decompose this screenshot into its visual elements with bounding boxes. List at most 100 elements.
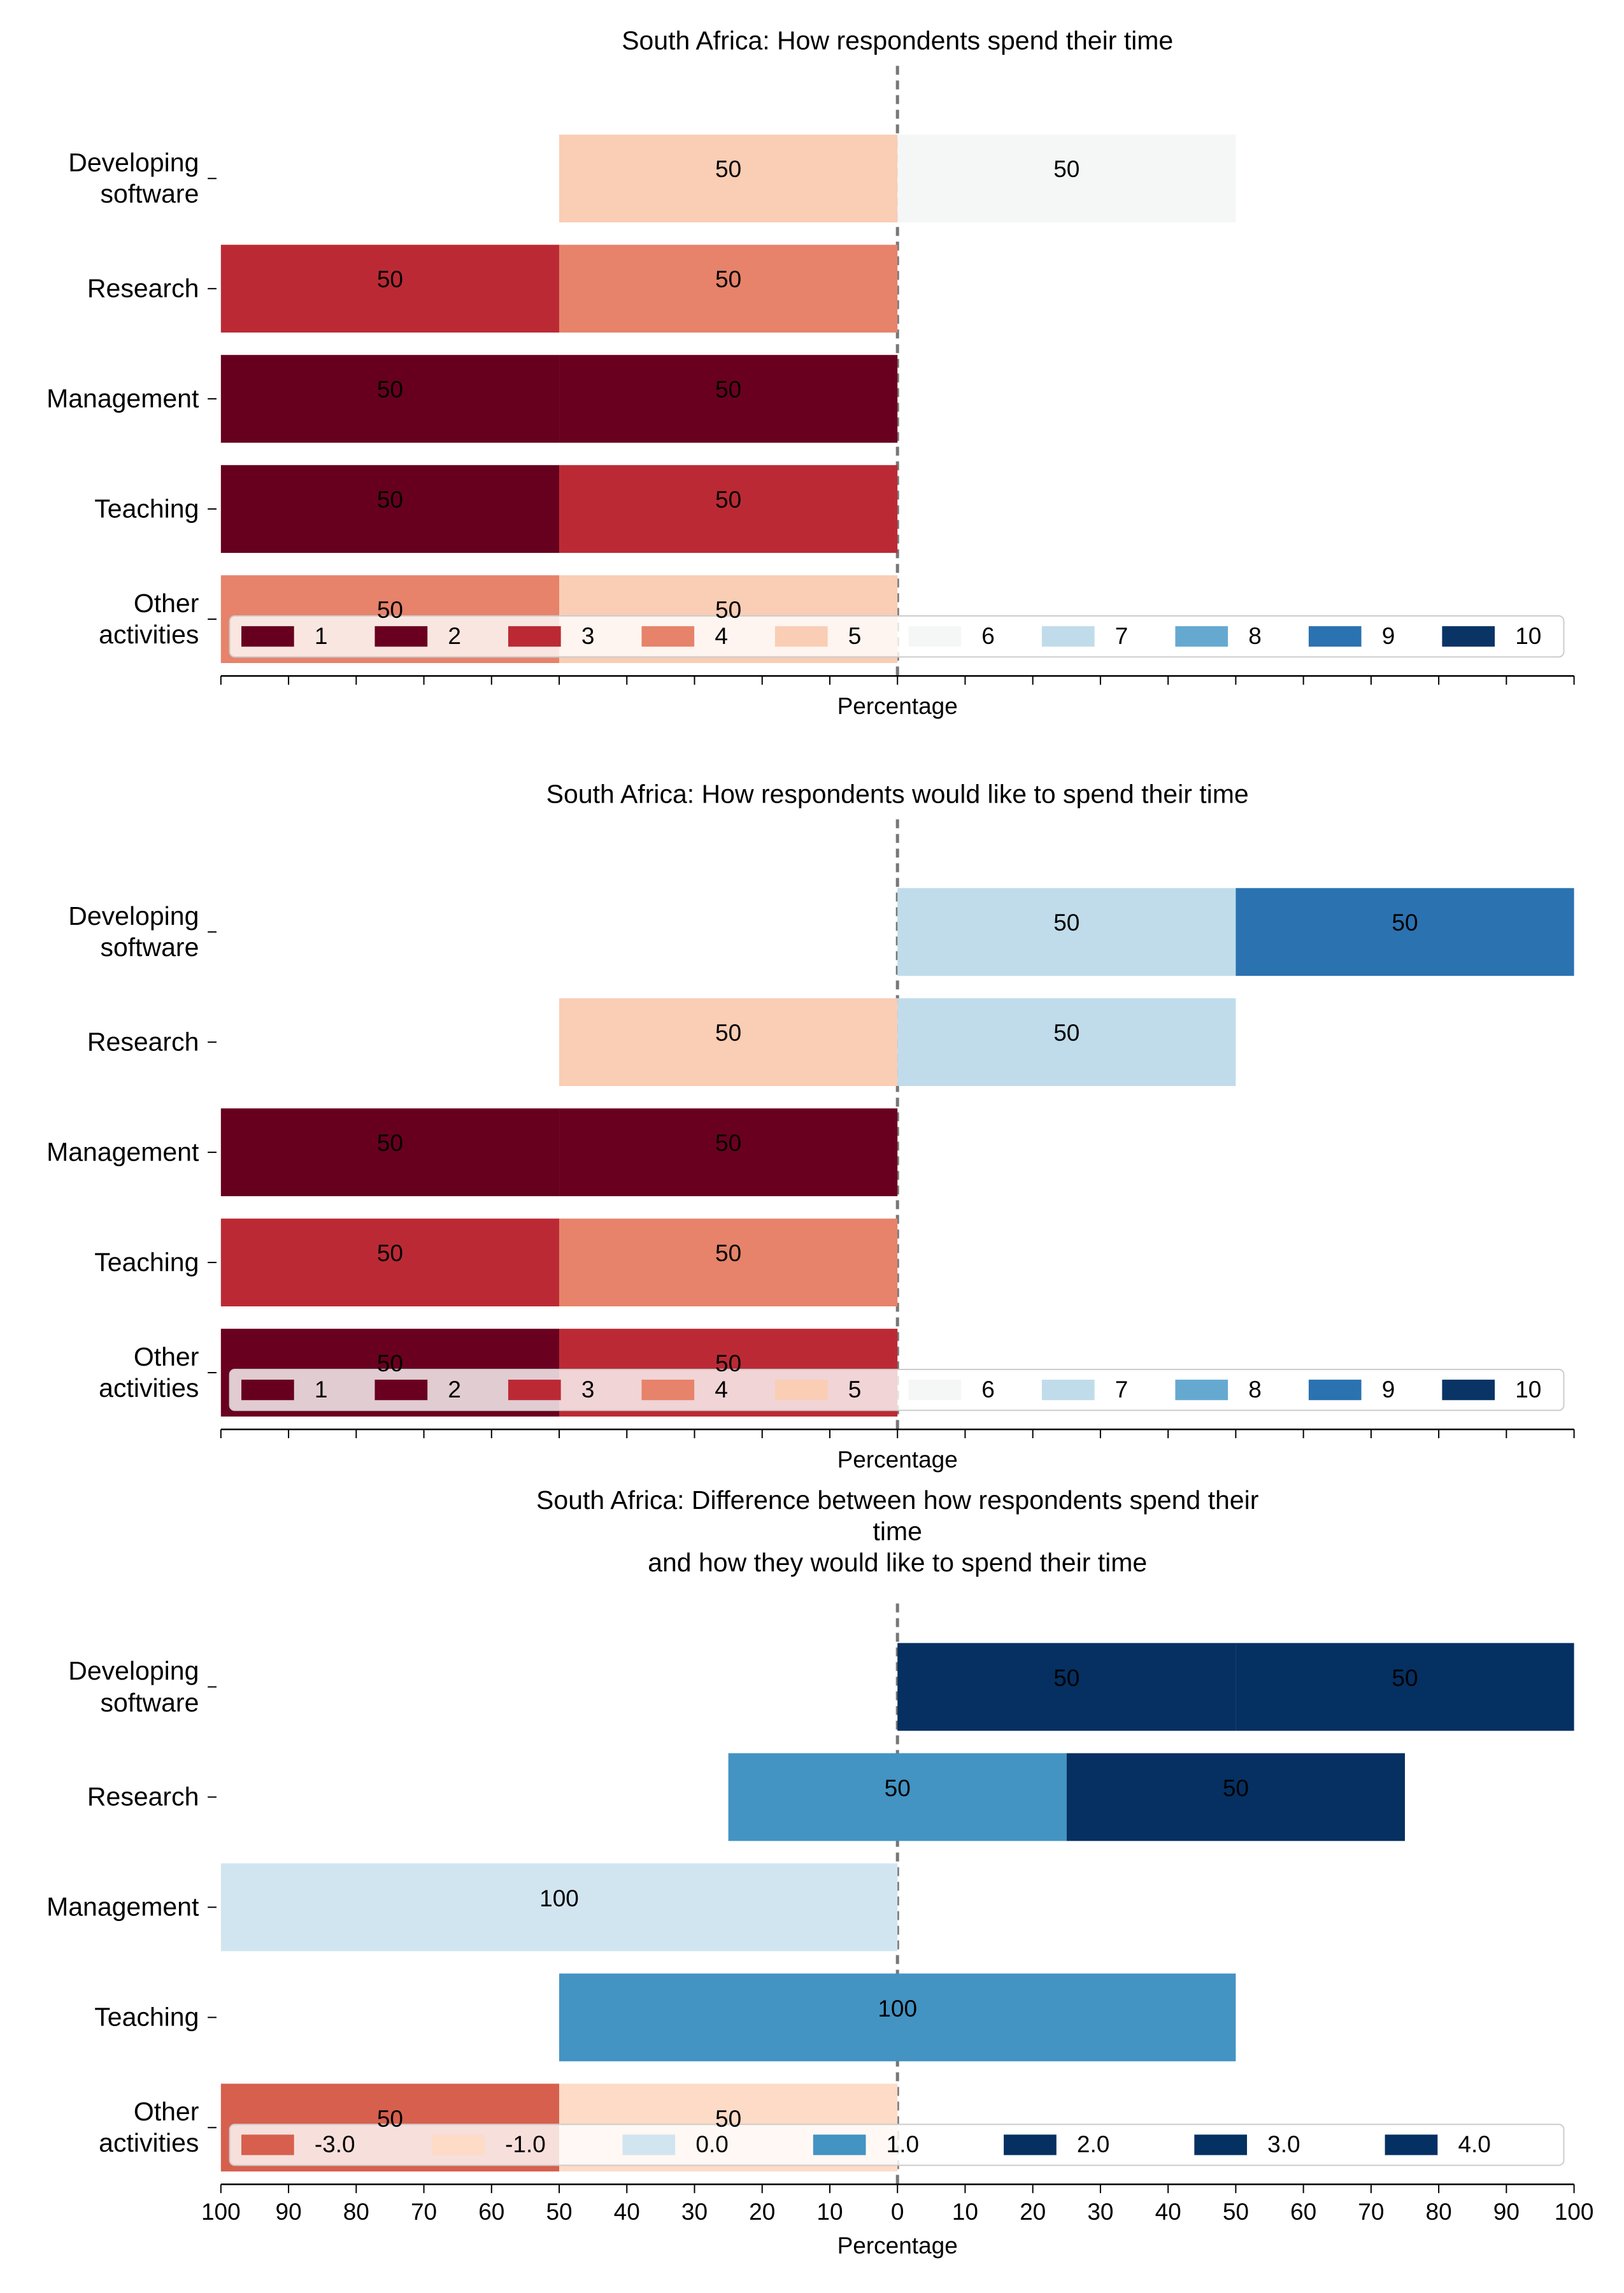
legend-swatch: [1442, 1380, 1495, 1401]
category-label: Research: [87, 1027, 199, 1057]
legend-swatch: [908, 626, 962, 647]
legend-swatch: [774, 1380, 828, 1401]
legend-label: 10: [1515, 1376, 1542, 1403]
x-tick-label: 80: [343, 2198, 369, 2225]
legend-label: 3.0: [1267, 2131, 1300, 2158]
bar-segment: [559, 998, 898, 1087]
legend-label: 4: [715, 1376, 728, 1403]
legend-label: 2: [448, 1376, 461, 1403]
bar-segment: [897, 134, 1236, 223]
bar-segment: [220, 1863, 898, 1952]
bar-segment: [220, 465, 560, 554]
bar-segment: [559, 134, 898, 223]
legend-swatch: [1175, 626, 1229, 647]
legend-swatch: [1004, 2134, 1057, 2155]
legend-swatch: [508, 1380, 561, 1401]
value-label: 50: [376, 1240, 404, 1267]
value-label: 50: [376, 487, 404, 513]
legend-label: -1.0: [505, 2131, 546, 2158]
value-label: 50: [715, 156, 742, 183]
legend-label: 6: [981, 1376, 995, 1403]
legend-label: 10: [1515, 622, 1542, 649]
legend-label: 2.0: [1076, 2131, 1110, 2158]
value-label: 50: [376, 597, 404, 624]
x-tick-label: 70: [410, 2198, 438, 2225]
category-label: Management: [46, 1892, 199, 1922]
value-label: 50: [376, 376, 404, 403]
value-label: 50: [376, 2105, 404, 2132]
x-axis-label: Percentage: [837, 693, 958, 720]
bar-segment: [559, 465, 898, 554]
value-label: 50: [715, 487, 742, 513]
bar-segment: [559, 1973, 1236, 2062]
value-label: 50: [715, 1240, 742, 1267]
x-tick-label: 10: [816, 2198, 843, 2225]
legend-box: [229, 1368, 1565, 1411]
legend-swatch: [1175, 1380, 1229, 1401]
legend-label: 7: [1115, 622, 1129, 649]
legend-swatch: [1442, 626, 1495, 647]
bar-segment: [1236, 1643, 1574, 1731]
legend-label: -3.0: [314, 2131, 355, 2158]
legend-swatch: [241, 1380, 294, 1401]
x-tick-label: 60: [478, 2198, 505, 2225]
category-label: Teaching: [94, 1247, 199, 1277]
x-tick-label: 80: [1425, 2198, 1452, 2225]
value-label: 50: [715, 2105, 742, 2132]
x-tick-label: 100: [1554, 2198, 1594, 2225]
x-tick-label: 0: [890, 2198, 904, 2225]
legend-swatch: [374, 1380, 428, 1401]
value-label: 50: [884, 1775, 911, 1801]
category-label: Teaching: [94, 494, 199, 524]
x-tick-label: 50: [546, 2198, 573, 2225]
value-label: 50: [715, 1350, 742, 1377]
value-label: 50: [376, 266, 404, 293]
x-tick-label: 40: [613, 2198, 640, 2225]
legend-label: 4.0: [1458, 2131, 1491, 2158]
legend-label: 7: [1115, 1376, 1129, 1403]
legend-swatch: [813, 2134, 866, 2155]
category-label: Research: [87, 273, 199, 303]
value-label: 50: [1053, 156, 1080, 183]
legend-swatch: [774, 626, 828, 647]
value-label: 50: [715, 376, 742, 403]
legend-box: [229, 615, 1565, 658]
legend-label: 8: [1248, 622, 1262, 649]
legend-swatch: [241, 2134, 294, 2155]
x-tick-label: 30: [681, 2198, 708, 2225]
x-tick-label: 50: [1222, 2198, 1249, 2225]
category-label: Developing software: [68, 901, 199, 962]
legend-label: 4: [715, 622, 728, 649]
value-label: 50: [1392, 910, 1418, 936]
category-label: Management: [46, 1137, 199, 1167]
x-tick-label: 90: [275, 2198, 302, 2225]
legend-label: 1: [314, 622, 328, 649]
bar-segment: [897, 888, 1236, 976]
value-label: 100: [878, 1995, 918, 2022]
x-tick-label: 20: [749, 2198, 776, 2225]
legend-swatch: [1308, 626, 1362, 647]
legend-label: 8: [1248, 1376, 1262, 1403]
legend-swatch: [908, 1380, 962, 1401]
category-label: Management: [46, 383, 199, 413]
x-tick-label: 10: [951, 2198, 979, 2225]
x-tick-label: 20: [1020, 2198, 1046, 2225]
category-label: Research: [87, 1782, 199, 1811]
value-label: 50: [715, 1130, 742, 1157]
category-label: Teaching: [94, 2002, 199, 2032]
chart-title: South Africa: How respondents would like…: [546, 779, 1249, 809]
value-label: 50: [1222, 1775, 1249, 1801]
value-label: 50: [715, 597, 742, 624]
category-label: Developing software: [68, 1656, 199, 1717]
legend-label: 9: [1381, 1376, 1395, 1403]
bar-segment: [559, 1108, 898, 1197]
legend-label: 5: [848, 622, 862, 649]
x-axis-label: Percentage: [837, 1447, 958, 1473]
legend-label: 2: [448, 622, 461, 649]
bar-segment: [728, 1753, 1067, 1841]
category-label: Other activities: [99, 1341, 199, 1403]
chart-title: South Africa: Difference between how res…: [536, 1485, 1259, 1578]
x-tick-label: 90: [1493, 2198, 1520, 2225]
legend-swatch: [641, 626, 695, 647]
